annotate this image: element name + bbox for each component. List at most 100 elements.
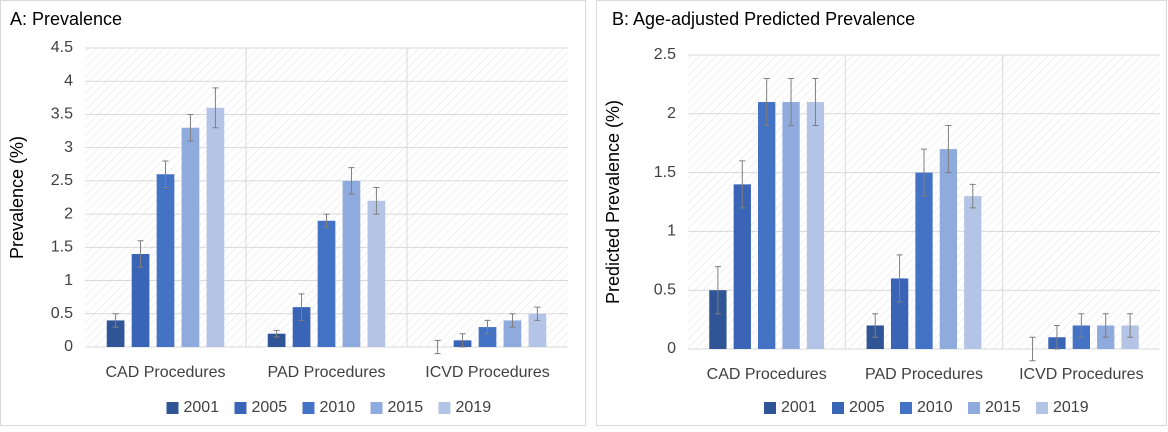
y-tick-label: 1 [64, 272, 73, 289]
legend-swatch [900, 402, 912, 414]
bar [503, 320, 522, 347]
legend-swatch [764, 402, 776, 414]
bar [317, 220, 336, 347]
y-tick-label: 1.5 [654, 164, 676, 181]
y-tick-label: 0.5 [654, 281, 676, 298]
error-bar [739, 160, 746, 209]
legend-swatch [370, 402, 383, 414]
bar [964, 196, 982, 349]
bar [915, 172, 933, 349]
y-tick-label: 2 [64, 205, 73, 222]
error-bar [969, 183, 976, 209]
legend-label: 2010 [917, 399, 953, 416]
y-axis-label: Prevalence (%) [7, 136, 27, 259]
y-tick-label: 2 [667, 105, 676, 122]
error-bar [484, 319, 491, 335]
error-bar [298, 293, 305, 321]
legend-label: 2019 [1053, 399, 1089, 416]
chart-title: A: Prevalence [10, 9, 122, 29]
bar [939, 149, 958, 349]
y-tick-label: 1.5 [51, 239, 73, 256]
bar [181, 127, 200, 347]
chart-title: B: Age-adjusted Predicted Prevalence [612, 9, 915, 29]
bar [206, 107, 225, 347]
panel-border [596, 0, 1167, 426]
error-bar [921, 148, 927, 197]
bar [342, 180, 361, 347]
error-bar [273, 329, 280, 338]
y-tick-label: 3 [64, 139, 73, 156]
legend-swatch [968, 402, 980, 414]
error-bar [323, 213, 330, 228]
y-tick-label: 0 [667, 340, 676, 357]
panel-border [0, 0, 586, 426]
error-bar [872, 313, 879, 338]
error-bar [162, 160, 169, 189]
bar [106, 320, 125, 347]
error-bar [1127, 313, 1134, 338]
error-bar [373, 187, 380, 215]
y-tick-label: 2.5 [51, 172, 73, 189]
y-tick-label: 0.5 [51, 305, 73, 322]
bar [528, 313, 547, 347]
x-tick-label: ICVD Procedures [425, 364, 550, 381]
error-bar [812, 78, 819, 127]
error-bar [945, 125, 952, 174]
y-tick-label: 4 [64, 72, 73, 89]
y-tick-label: 0 [64, 338, 73, 355]
x-tick-label: ICVD Procedures [1019, 366, 1144, 383]
y-tick-label: 2.5 [654, 46, 676, 63]
error-bar [509, 313, 516, 328]
legend-label: 2010 [320, 399, 356, 416]
error-bar [348, 167, 355, 195]
error-bar [788, 78, 795, 127]
x-tick-label: CAD Procedures [105, 364, 225, 381]
error-bar [187, 113, 194, 142]
bar [733, 184, 751, 349]
bar [758, 102, 776, 349]
legend-swatch [234, 402, 247, 414]
legend-label: 2005 [849, 399, 885, 416]
legend-label: 2019 [456, 399, 492, 416]
bar [478, 327, 497, 347]
error-bar [137, 240, 144, 268]
error-bar [714, 266, 721, 315]
error-bar [1029, 336, 1036, 362]
x-tick-label: CAD Procedures [707, 366, 827, 383]
legend-label: 2001 [781, 399, 817, 416]
legend-label: 2001 [184, 399, 220, 416]
y-axis-label: Predicted Prevalence (%) [603, 100, 623, 304]
legend-label: 2015 [985, 399, 1021, 416]
bar [367, 200, 386, 347]
bar [292, 307, 311, 347]
y-tick-label: 1 [667, 223, 676, 240]
legend-swatch [1036, 402, 1048, 414]
bar [890, 278, 909, 349]
x-tick-label: PAD Procedures [865, 366, 983, 383]
legend-label: 2005 [252, 399, 288, 416]
error-bar [1053, 324, 1060, 350]
legend-swatch [166, 402, 179, 414]
bar [709, 290, 727, 349]
error-bar [434, 339, 441, 355]
bar [267, 333, 286, 347]
error-bar [1078, 313, 1085, 338]
error-bar [112, 313, 119, 328]
y-tick-label: 4.5 [51, 39, 73, 56]
legend-swatch [832, 402, 844, 414]
x-tick-label: PAD Procedures [268, 364, 386, 381]
bar [806, 102, 825, 349]
legend-swatch [302, 402, 315, 414]
bar [156, 174, 175, 347]
legend-swatch [438, 402, 451, 414]
error-bar [896, 254, 903, 303]
y-tick-label: 3.5 [51, 106, 73, 123]
bar [782, 102, 800, 349]
error-bar [534, 306, 541, 321]
error-bar [763, 78, 770, 127]
error-bar [1102, 313, 1109, 338]
legend-label: 2015 [388, 399, 424, 416]
error-bar [212, 87, 219, 129]
bar [131, 253, 150, 347]
